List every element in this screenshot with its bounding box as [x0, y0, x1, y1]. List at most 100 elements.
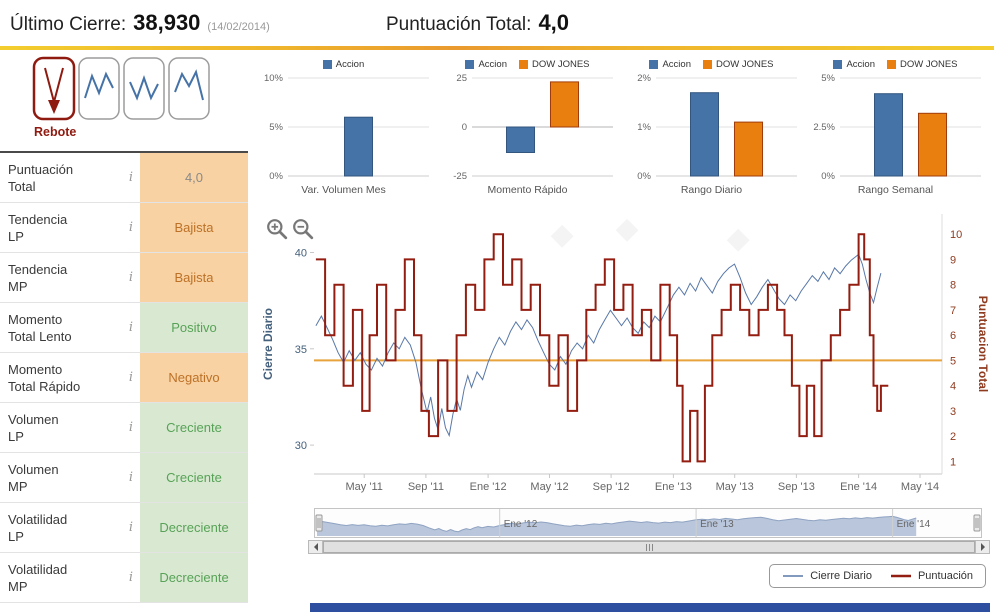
- legend-swatch: [702, 59, 712, 69]
- mini-chart-xlabel: Rango Semanal: [857, 184, 934, 196]
- pattern-icon-zigzag-3[interactable]: [167, 56, 211, 122]
- legend-swatch: [465, 59, 475, 69]
- mini-chart: Accion DOW JONES 0% 1% 2% Rango Diario: [620, 56, 803, 200]
- mini-gridlines: 0% 1% 2%: [637, 73, 797, 182]
- bar-dowjones: [550, 81, 579, 128]
- legend-item-accion[interactable]: Accion: [465, 59, 507, 70]
- info-icon[interactable]: i: [128, 420, 134, 435]
- pattern-icon-zigzag-2[interactable]: [122, 56, 166, 122]
- svg-text:2%: 2%: [637, 73, 651, 84]
- navigator-labels: Ene '12 Ene '13 Ene '14: [499, 509, 931, 537]
- line-swatch-score: [890, 574, 911, 578]
- mini-chart: Accion DOW JONES 0% 2.5% 5% Rango Semanal: [804, 56, 987, 200]
- svg-text:◆: ◆: [727, 222, 750, 255]
- navigator[interactable]: Ene '12 Ene '13 Ene '14: [314, 508, 982, 538]
- legend-item-dowjones[interactable]: DOW JONES: [702, 59, 774, 70]
- zoom-controls: [266, 218, 314, 240]
- mini-chart-xlabel: Momento Rápido: [487, 184, 568, 196]
- zoom-out-icon[interactable]: [292, 218, 314, 240]
- legend-item-accion[interactable]: Accion: [833, 59, 875, 70]
- header: Último Cierre: 38,930 (14/02/2014) Puntu…: [0, 0, 994, 46]
- scrollbar-thumb[interactable]: [323, 541, 975, 553]
- svg-text:25: 25: [456, 73, 467, 84]
- legend-swatch: [886, 59, 896, 69]
- info-icon[interactable]: i: [128, 520, 134, 535]
- main-chart: ◆ ◆ ◆ May '11 Sep '11 Ene '12 May '12 Sep '12 En…: [252, 202, 994, 502]
- legend-item-dowjones[interactable]: DOW JONES: [518, 59, 590, 70]
- svg-text:Ene '12: Ene '12: [504, 519, 538, 530]
- scrollbar[interactable]: [308, 540, 990, 554]
- indicator-row: Volatilidad MP i Decreciente: [0, 553, 248, 603]
- info-icon[interactable]: i: [128, 470, 134, 485]
- svg-text:35: 35: [295, 344, 307, 356]
- mini-bars: [874, 93, 947, 177]
- scrollbar-track[interactable]: [323, 541, 975, 553]
- svg-text:30: 30: [295, 440, 307, 452]
- footer-strip: [310, 603, 990, 612]
- scroll-left-button[interactable]: [309, 541, 323, 553]
- svg-text:0: 0: [462, 122, 467, 133]
- svg-text:-25: -25: [453, 171, 467, 182]
- indicator-value: Decreciente: [140, 553, 248, 602]
- svg-text:7: 7: [950, 305, 956, 317]
- indicator-label: Tendencia LP: [8, 211, 68, 244]
- legend-item-dowjones[interactable]: DOW JONES: [886, 59, 958, 70]
- info-icon[interactable]: i: [128, 220, 134, 235]
- svg-text:Ene '13: Ene '13: [700, 519, 734, 530]
- mini-bars: [506, 81, 579, 153]
- chart-column: Accion 0% 5% 10% Var. Volumen Mes Accion DOW J…: [248, 50, 994, 612]
- watermarks: ◆ ◆ ◆: [551, 212, 750, 255]
- svg-text:Sep '13: Sep '13: [778, 481, 815, 493]
- svg-text:May '14: May '14: [901, 481, 939, 493]
- mini-gridlines: -25 0 25: [453, 73, 613, 182]
- info-icon[interactable]: i: [128, 570, 134, 585]
- navigator-area: [317, 516, 917, 536]
- svg-text:Sep '11: Sep '11: [408, 481, 444, 493]
- pattern-icon-zigzag-1[interactable]: [77, 56, 121, 122]
- legend-item-cierre-diario[interactable]: Cierre Diario: [782, 570, 872, 582]
- header-accent-rule: [0, 46, 994, 50]
- legend-item-puntuacion[interactable]: Puntuación: [890, 570, 973, 582]
- svg-text:6: 6: [950, 330, 956, 342]
- indicator-row: Tendencia LP i Bajista: [0, 203, 248, 253]
- svg-text:May '11: May '11: [346, 481, 383, 493]
- svg-text:1%: 1%: [637, 122, 651, 133]
- indicator-value: Creciente: [140, 403, 248, 452]
- svg-text:4: 4: [950, 381, 956, 393]
- mini-bars: [690, 92, 763, 177]
- svg-text:9: 9: [950, 254, 956, 266]
- svg-text:10: 10: [950, 229, 962, 241]
- pattern-icon-rebote[interactable]: [32, 56, 76, 122]
- price-series-line: [315, 253, 882, 438]
- info-icon[interactable]: i: [128, 370, 134, 385]
- mini-chart-svg: 0% 1% 2%: [637, 73, 797, 182]
- svg-text:10%: 10%: [264, 73, 284, 84]
- indicator-value: Negativo: [140, 353, 248, 402]
- info-icon[interactable]: i: [128, 320, 134, 335]
- svg-text:May '13: May '13: [716, 481, 754, 493]
- indicator-row: Volatilidad LP i Decreciente: [0, 503, 248, 553]
- svg-text:Sep '12: Sep '12: [593, 481, 630, 493]
- indicator-label: Momento Total Lento: [8, 311, 72, 344]
- svg-text:8: 8: [950, 280, 956, 292]
- info-icon[interactable]: i: [128, 270, 134, 285]
- chart-legend: Cierre Diario Puntuación: [769, 564, 986, 588]
- legend-label: Cierre Diario: [810, 570, 872, 582]
- svg-text:5: 5: [950, 355, 956, 367]
- svg-text:May '12: May '12: [530, 481, 568, 493]
- svg-text:◆: ◆: [616, 212, 639, 245]
- navigator-handle-left[interactable]: [315, 514, 323, 532]
- total-score-label: Puntuación Total:: [386, 14, 532, 35]
- legend-item-accion[interactable]: Accion: [649, 59, 691, 70]
- mini-gridlines: 0% 2.5% 5%: [813, 73, 981, 182]
- info-icon[interactable]: i: [128, 170, 134, 185]
- zoom-in-icon[interactable]: [266, 218, 288, 240]
- mini-chart-legend: Accion DOW JONES: [620, 56, 803, 72]
- last-close-value: 38,930: [133, 10, 201, 35]
- total-score-group: Puntuación Total: 4,0: [386, 10, 569, 36]
- scroll-right-button[interactable]: [975, 541, 989, 553]
- navigator-svg: Ene '12 Ene '13 Ene '14: [315, 509, 981, 537]
- navigator-handle-right[interactable]: [973, 514, 981, 532]
- svg-text:5%: 5%: [821, 73, 835, 84]
- legend-item-accion[interactable]: Accion: [322, 59, 364, 70]
